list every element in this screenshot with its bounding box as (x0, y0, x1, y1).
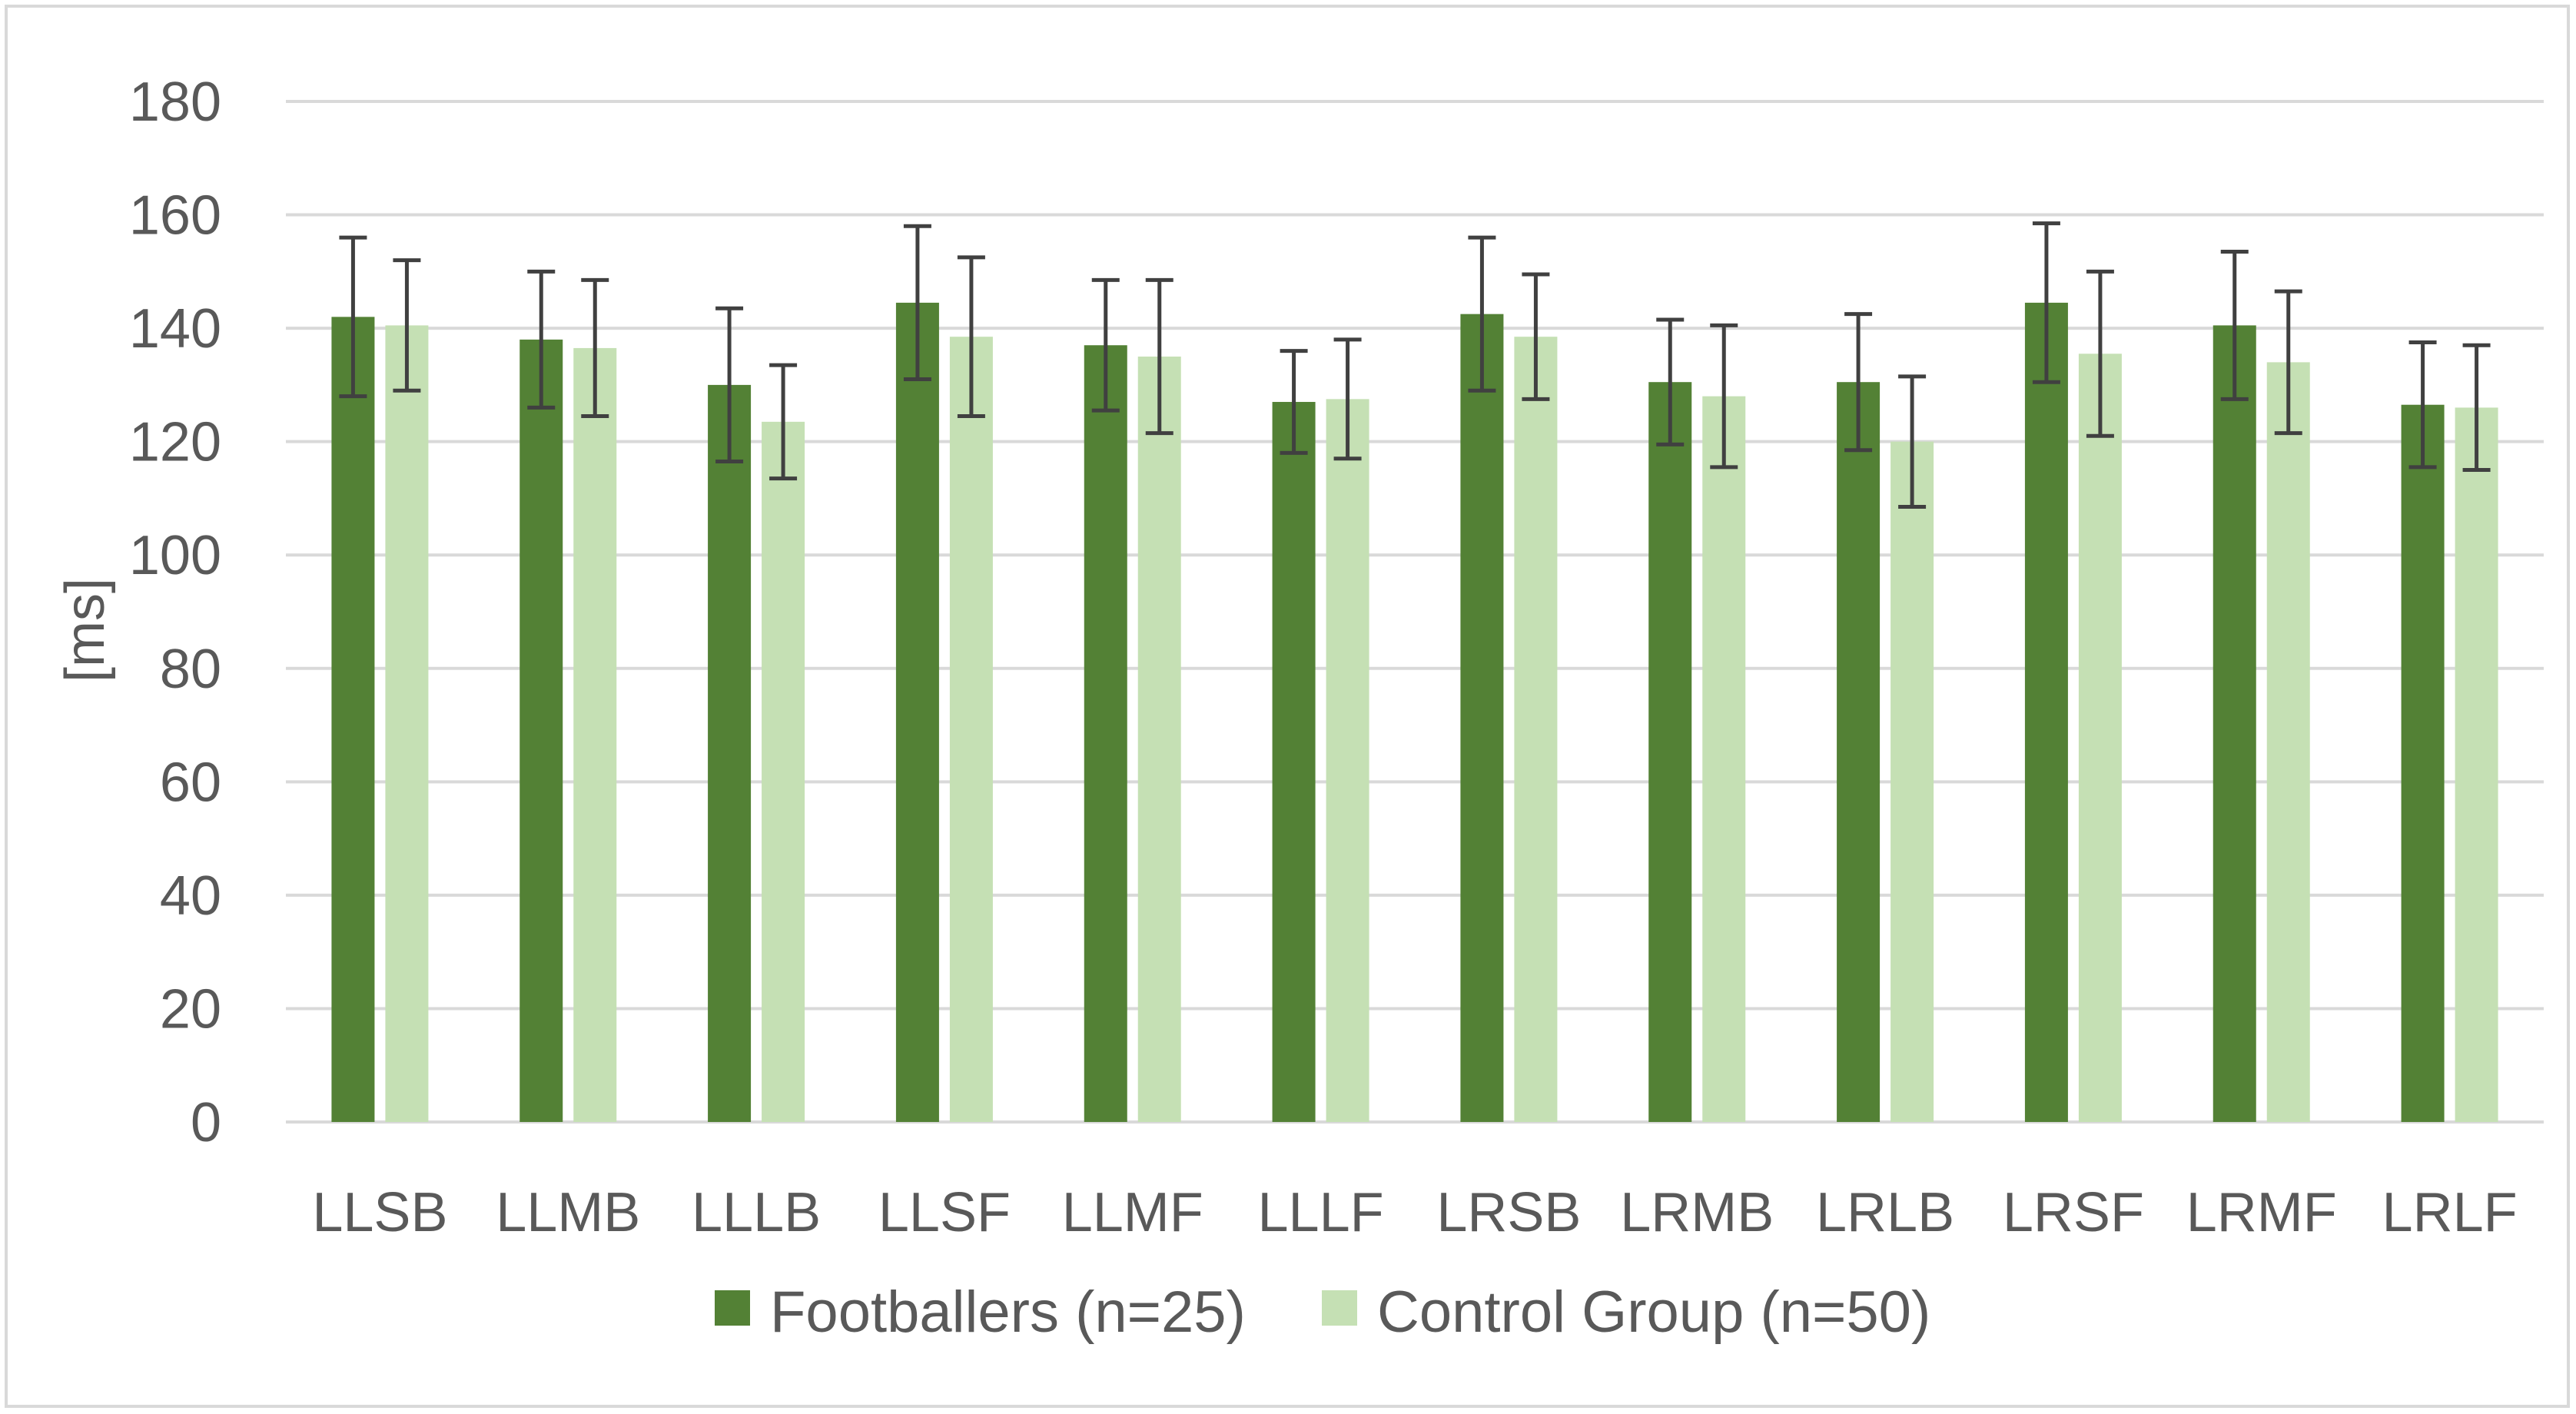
error-bar (2462, 343, 2491, 473)
error-bar (1091, 277, 1120, 413)
error-bar (957, 255, 985, 418)
error-bar (1898, 374, 1927, 510)
error-bars (339, 221, 2491, 510)
bar-footballers-llsb (331, 317, 375, 1122)
y-tick-label: 140 (129, 298, 221, 360)
error-bar (339, 235, 367, 399)
error-bar (1522, 272, 1550, 401)
legend-label-footballers: Footballers (n=25) (770, 1280, 1246, 1345)
legend-swatch-footballers (715, 1290, 750, 1326)
error-bar (903, 224, 931, 382)
error-bar (2274, 289, 2302, 436)
error-bar (393, 258, 421, 393)
error-bar (1280, 349, 1308, 455)
x-tick-label: LLSF (878, 1182, 1011, 1243)
error-bar (769, 363, 798, 481)
x-tick-label: LRLB (1816, 1182, 1954, 1243)
x-tick-label: LLMB (496, 1182, 640, 1243)
bar-control-lrsf (2078, 354, 2122, 1122)
bars (331, 302, 2498, 1123)
bar-control-lrmb (1702, 396, 1746, 1122)
x-tick-label: LLLB (692, 1182, 821, 1243)
bar-footballers-lrmf (2213, 325, 2256, 1122)
bar-control-lrsb (1514, 337, 1558, 1123)
y-tick-label: 20 (160, 978, 221, 1040)
x-tick-label: LRMF (2186, 1182, 2337, 1243)
y-tick-label: 160 (129, 185, 221, 247)
bar-footballers-lrlb (1837, 382, 1881, 1122)
x-tick-label: LRLF (2382, 1182, 2518, 1243)
x-tick-label: LRMB (1620, 1182, 1774, 1243)
bar-control-lrlb (1891, 441, 1934, 1122)
error-bar (1333, 337, 1362, 461)
bar-footballers-llmb (520, 339, 563, 1122)
error-bar (1468, 235, 1496, 393)
error-bar (2086, 269, 2114, 438)
error-bar (1145, 277, 1173, 436)
y-tick-label: 60 (160, 752, 221, 813)
bar-control-llsf (949, 337, 993, 1123)
y-tick-label: 120 (129, 412, 221, 473)
x-tick-label: LLMF (1062, 1182, 1203, 1243)
bar-control-lrmf (2266, 362, 2310, 1122)
bar-control-lllf (1326, 399, 1369, 1122)
bar-footballers-lrmb (1648, 382, 1692, 1122)
gridlines (286, 100, 2544, 1124)
legend-label-control: Control Group (n=50) (1377, 1280, 1930, 1345)
error-bar (1656, 317, 1685, 446)
bar-control-lllb (762, 421, 805, 1122)
error-bar (527, 269, 556, 410)
x-tick-label: LRSB (1436, 1182, 1581, 1243)
bar-footballers-lllf (1272, 402, 1316, 1122)
x-tick-label: LLSB (312, 1182, 447, 1243)
x-tick-label: LLLF (1258, 1182, 1384, 1243)
y-tick-label: 180 (129, 71, 221, 133)
bar-footballers-lrsf (2024, 302, 2068, 1122)
y-axis-label: [ms] (55, 578, 116, 682)
bar-control-llmb (573, 347, 617, 1122)
y-tick-label: 40 (160, 865, 221, 927)
error-bar (1710, 323, 1738, 470)
y-axis-ticks: 0 20 40 60 80 100 120 140 160 180 (129, 71, 221, 1153)
y-tick-label: 0 (191, 1092, 221, 1153)
error-bar (2408, 340, 2437, 470)
bar-control-lrlf (2455, 407, 2498, 1122)
bar-footballers-lrlf (2401, 404, 2445, 1122)
x-axis-ticks: LLSB LLMB LLLB LLSF LLMF LLLF LRSB LRMB LRLB LRSF… (312, 1182, 2517, 1243)
error-bar (1844, 312, 1873, 453)
bar-footballers-lrsb (1460, 314, 1504, 1123)
y-tick-label: 100 (129, 525, 221, 586)
bar-footballers-llsf (895, 302, 939, 1122)
legend: Footballers (n=25) Control Group (n=50) (715, 1280, 1930, 1345)
x-tick-label: LRSF (2003, 1182, 2144, 1243)
bar-control-llsb (385, 325, 429, 1122)
y-tick-label: 80 (160, 639, 221, 700)
error-bar (2032, 221, 2060, 384)
error-bar (715, 306, 744, 463)
bar-footballers-lllb (708, 384, 752, 1122)
legend-swatch-control (1322, 1290, 1357, 1326)
error-bar (2220, 250, 2249, 401)
bar-footballers-llmf (1084, 345, 1127, 1122)
error-bar (581, 277, 609, 418)
bar-control-llmf (1137, 357, 1181, 1122)
